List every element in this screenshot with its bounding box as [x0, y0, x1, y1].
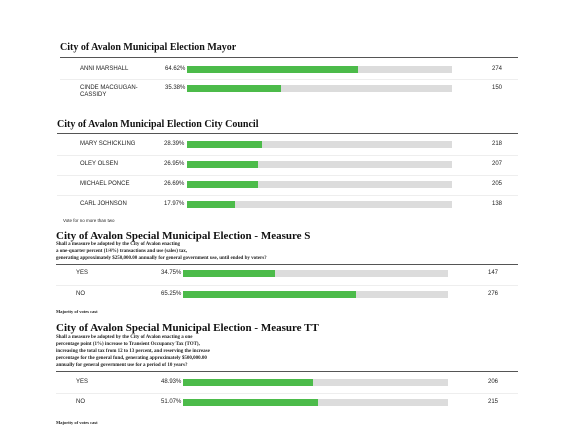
bar [183, 291, 356, 298]
bar [187, 161, 259, 168]
race-note: Vote for no more than two [63, 218, 115, 223]
bar-track [183, 270, 448, 277]
candidate-name: NO [76, 399, 85, 405]
percent-label: 17.97% [164, 201, 185, 207]
vote-count: 150 [492, 85, 503, 91]
vote-count: 207 [492, 161, 503, 167]
bar [187, 141, 263, 148]
divider [56, 264, 518, 265]
vote-count: 147 [488, 270, 499, 276]
bar-track [187, 181, 452, 188]
percent-label: 51.07% [161, 399, 182, 405]
row-separator [57, 155, 518, 156]
race-note: Majority of votes cast [56, 420, 98, 425]
race-note: Majority of votes cast [56, 309, 98, 314]
candidate-name: CINDE MACGUGAN-CASSIDY [80, 85, 138, 98]
percent-label: 65.25% [161, 291, 182, 297]
percent-label: 64.62% [165, 66, 186, 72]
race-description: increasing the total tax from 12 to 13 p… [56, 349, 210, 354]
vote-count: 138 [492, 201, 503, 207]
bar-track [187, 85, 452, 92]
candidate-name: OLEY OLSEN [80, 161, 118, 167]
vote-count: 218 [492, 141, 503, 147]
candidate-name: MARY SCHICKLING [80, 141, 136, 147]
row-separator [57, 195, 518, 196]
candidate-name: MICHAEL PONCE [80, 181, 130, 187]
race-description: annually for general government use for … [56, 363, 188, 368]
bar-track [183, 379, 448, 386]
race-description: percentage for the general fund, generat… [56, 356, 207, 361]
bar [187, 201, 235, 208]
bar [187, 66, 359, 73]
bar-track [187, 201, 452, 208]
vote-count: 206 [488, 379, 499, 385]
vote-count: 205 [492, 181, 503, 187]
candidate-name: NO [76, 291, 85, 297]
percent-label: 26.69% [164, 181, 185, 187]
bar [183, 379, 313, 386]
row-separator [60, 79, 518, 80]
bar-track [183, 399, 448, 406]
race-description: generating approximately $250,000.00 ann… [56, 256, 267, 261]
percent-label: 26.95% [164, 161, 185, 167]
candidate-name: YES [76, 270, 89, 276]
race-description: Shall a measure be adopted by the City o… [56, 335, 193, 340]
bar-track [187, 141, 452, 148]
divider [57, 133, 518, 134]
bar [183, 399, 319, 406]
race-description: percentage point (1%) increase to Transi… [56, 342, 200, 347]
vote-count: 274 [492, 66, 503, 72]
row-separator [56, 285, 518, 286]
race-description: Shall a measure be adopted by the City o… [56, 242, 180, 247]
divider [60, 57, 518, 58]
bar [187, 181, 258, 188]
race-title: City of Avalon Special Municipal Electio… [56, 230, 311, 242]
vote-count: 276 [488, 291, 499, 297]
bar-track [183, 291, 448, 298]
bar [183, 270, 276, 277]
bar-track [187, 66, 452, 73]
percent-label: 28.39% [164, 141, 185, 147]
percent-label: 35.38% [165, 85, 186, 91]
race-title: City of Avalon Special Municipal Electio… [56, 322, 319, 334]
race-title: City of Avalon Municipal Election City C… [57, 119, 259, 130]
percent-label: 34.75% [161, 270, 182, 276]
candidate-name: ANNI MARSHALL [80, 66, 129, 72]
percent-label: 48.93% [161, 379, 182, 385]
bar-track [187, 161, 452, 168]
bar [187, 85, 281, 92]
candidate-name: YES [76, 379, 89, 385]
candidate-name: CARL JOHNSON [80, 201, 127, 207]
vote-count: 215 [488, 399, 499, 405]
divider [56, 371, 518, 372]
race-title: City of Avalon Municipal Election Mayor [60, 42, 237, 53]
row-separator [57, 175, 518, 176]
race-description: a one-quarter percent (1/4%) transaction… [56, 249, 188, 254]
row-separator [56, 393, 518, 394]
